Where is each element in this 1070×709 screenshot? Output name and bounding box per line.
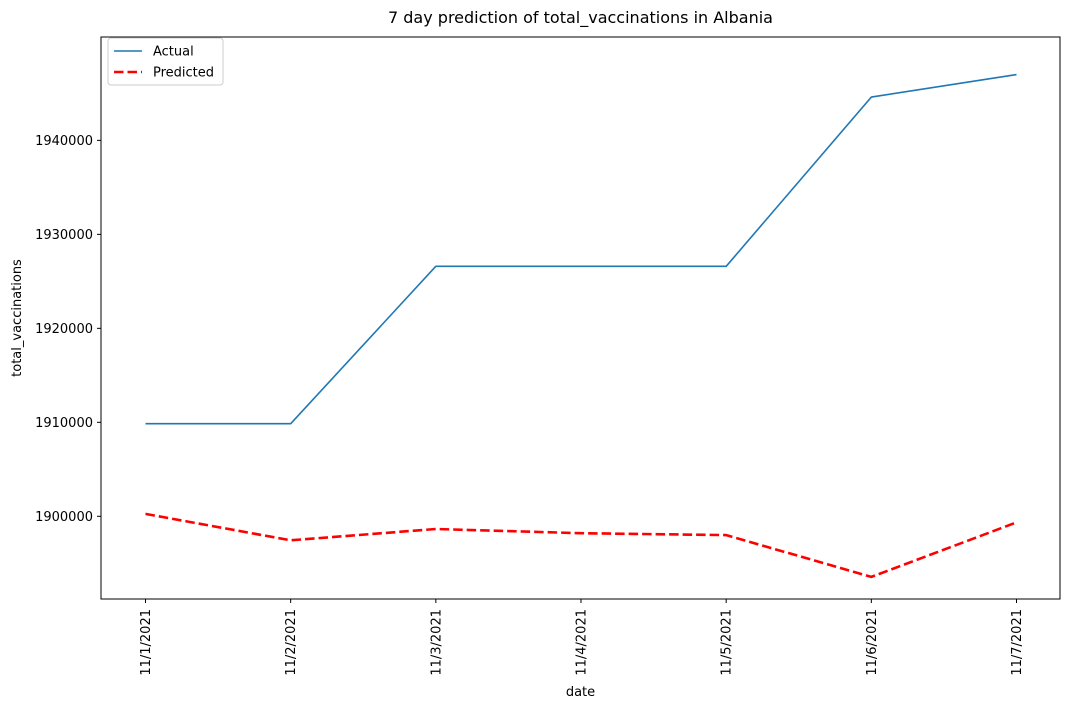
x-tick-label: 11/5/2021 xyxy=(720,609,735,676)
legend-label: Actual xyxy=(153,45,194,60)
plot-area xyxy=(100,36,1061,600)
series-line-actual xyxy=(145,73,1017,425)
y-axis: 1900000 1910000 1920000 1930000 1940000 xyxy=(35,134,101,525)
x-tick-label: 11/2/2021 xyxy=(284,609,299,676)
y-tick-label: 1910000 xyxy=(35,416,93,431)
chart-title: 7 day prediction of total_vaccinations i… xyxy=(388,8,773,28)
x-tick-label: 11/7/2021 xyxy=(1010,609,1025,676)
y-tick-label: 1920000 xyxy=(35,322,93,337)
x-axis: 11/1/2021 11/2/2021 11/3/2021 11/4/2021 11/5… xyxy=(139,599,1025,676)
y-tick-label: 1930000 xyxy=(35,228,93,243)
series-line-predicted xyxy=(145,512,1017,579)
series-lines xyxy=(145,73,1017,579)
x-tick-label: 11/3/2021 xyxy=(429,609,444,676)
legend: Actual Predicted xyxy=(107,37,224,86)
x-axis-label: date xyxy=(566,685,595,700)
y-tick-label: 1940000 xyxy=(35,134,93,149)
x-tick-label: 11/4/2021 xyxy=(575,609,590,676)
y-tick-label: 1900000 xyxy=(35,510,93,525)
legend-label: Predicted xyxy=(153,66,214,81)
x-tick-label: 11/1/2021 xyxy=(139,609,154,676)
x-tick-label: 11/6/2021 xyxy=(865,609,880,676)
y-axis-label: total_vaccinations xyxy=(10,259,25,377)
